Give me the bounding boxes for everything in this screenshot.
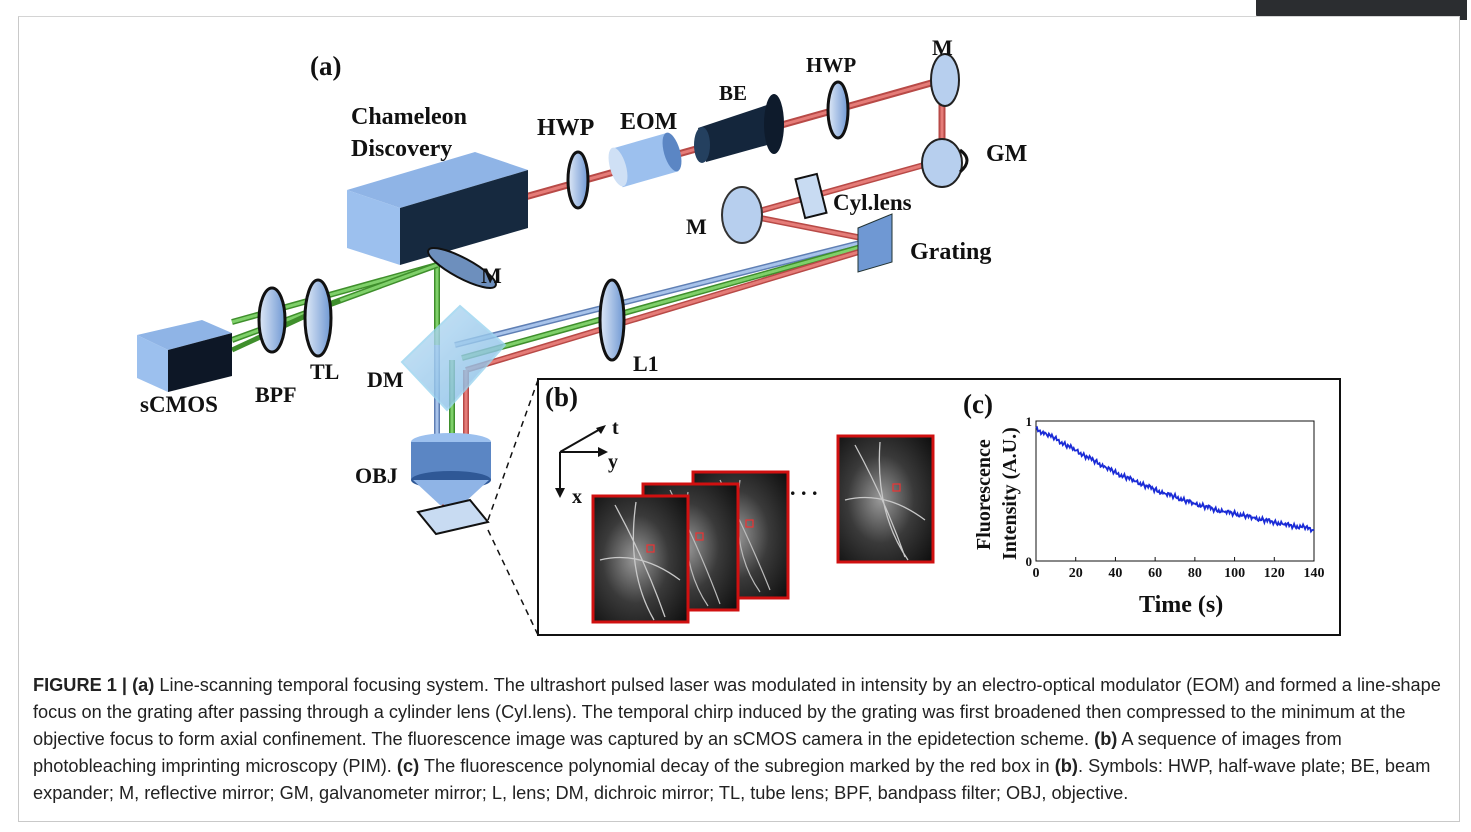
cylinder-lens-icon: [794, 172, 828, 220]
hwp2-label: HWP: [806, 53, 856, 77]
caption-b-tag2: (b): [1054, 756, 1078, 776]
image-frame-last: [836, 434, 935, 564]
mirror-mid-label: M: [686, 214, 707, 239]
x-tick-label: 0: [1033, 566, 1040, 581]
hwp-lens-icon: [826, 80, 850, 140]
scmos-camera-icon: [137, 320, 232, 392]
sequence-ellipsis: . . .: [790, 475, 818, 500]
objective-icon: [411, 433, 491, 505]
caption-text4: . Symbols: HWP, half-wave plate; BE, bea…: [33, 756, 1431, 803]
scmos-label: sCMOS: [140, 392, 218, 417]
xlabel: Time (s): [1139, 592, 1223, 618]
bandpass-filter-icon: [257, 286, 287, 354]
laser-label-line1: Chameleon: [351, 104, 467, 130]
ylabel-line2: Intensity (A.U.): [999, 427, 1021, 560]
tube-lens-icon: [303, 278, 333, 358]
mirror-top-label: M: [932, 35, 953, 60]
caption-prefix: FIGURE 1 |: [33, 675, 133, 695]
mirror-dm-label: M: [481, 263, 502, 288]
panel-a-labels: (a) Chameleon Discovery HWP EOM BE HWP M…: [140, 35, 1027, 488]
cyl-lens-label: Cyl.lens: [833, 190, 912, 215]
l1-lens-icon: [598, 278, 626, 362]
caption-text2: A sequence of images from photobleaching…: [33, 729, 1342, 776]
panel-a-label: (a): [310, 51, 341, 81]
laser-box-icon: [347, 152, 528, 265]
sample-stage-icon: [416, 498, 490, 536]
panel-c-label: (c): [963, 389, 993, 419]
grating-icon: [857, 213, 893, 273]
obj-label: OBJ: [355, 463, 398, 488]
be-label: BE: [719, 81, 747, 105]
caption-text3: The fluorescence polynomial decay of the…: [419, 756, 1055, 776]
axis-y-label: y: [608, 451, 618, 473]
gm-label: GM: [986, 141, 1027, 167]
decay-plot: 0 20 40 60 80 100 120 140 0 1: [1026, 414, 1325, 581]
y-tick-label: 1: [1026, 414, 1033, 429]
eom-icon: [608, 132, 682, 188]
plot-frame: [1035, 420, 1315, 562]
bpf-label: BPF: [255, 382, 297, 407]
x-tick-label: 40: [1108, 566, 1122, 581]
axis-x-label: x: [572, 486, 582, 508]
beam-expander-icon: [694, 94, 784, 163]
galvo-mirror-icon: [921, 138, 963, 188]
panel-c: (c) Fluorescence Intensity (A.U.) Time (…: [963, 389, 1325, 618]
caption-a-tag: (a): [132, 675, 155, 695]
caption-text1: Line-scanning temporal focusing system. …: [33, 675, 1441, 749]
caption-c-tag: (c): [396, 756, 420, 776]
axis-t-label: t: [612, 417, 619, 439]
optical-components: [137, 53, 969, 636]
figure-1-diagram: (a) Chameleon Discovery HWP EOM BE HWP M…: [137, 35, 1341, 636]
ylabel-line1: Fluorescence: [973, 439, 995, 550]
image-frame-1: [591, 494, 690, 624]
mirror-icon: [721, 186, 763, 244]
tl-label: TL: [310, 359, 339, 384]
hwp1-label: HWP: [537, 115, 594, 141]
dichroic-mirror-icon: [400, 304, 507, 412]
x-tick-label: 80: [1188, 566, 1202, 581]
top-tab[interactable]: [1256, 0, 1467, 20]
panel-b-label: (b): [545, 382, 578, 412]
eom-label: EOM: [620, 109, 677, 135]
mirror-icon: [930, 53, 960, 107]
mirror-icon: [427, 247, 497, 289]
x-tick-label: 60: [1148, 566, 1162, 581]
caption-b-tag: (b): [1094, 729, 1118, 749]
grating-label: Grating: [910, 239, 991, 265]
x-tick-label: 20: [1069, 566, 1083, 581]
laser-label-line2: Discovery: [351, 136, 452, 162]
x-tick-label: 140: [1304, 566, 1325, 581]
x-tick-label: 120: [1264, 566, 1285, 581]
dm-label: DM: [367, 367, 404, 392]
x-tick-label: 100: [1224, 566, 1245, 581]
l1-label: L1: [633, 351, 659, 376]
panel-b: (b) t y x . . .: [545, 382, 935, 624]
y-tick-label: 0: [1026, 554, 1033, 569]
hwp-lens-icon: [566, 150, 590, 210]
figure-caption: FIGURE 1 | (a) Line-scanning temporal fo…: [33, 672, 1453, 807]
decay-curve: [1035, 425, 1315, 534]
